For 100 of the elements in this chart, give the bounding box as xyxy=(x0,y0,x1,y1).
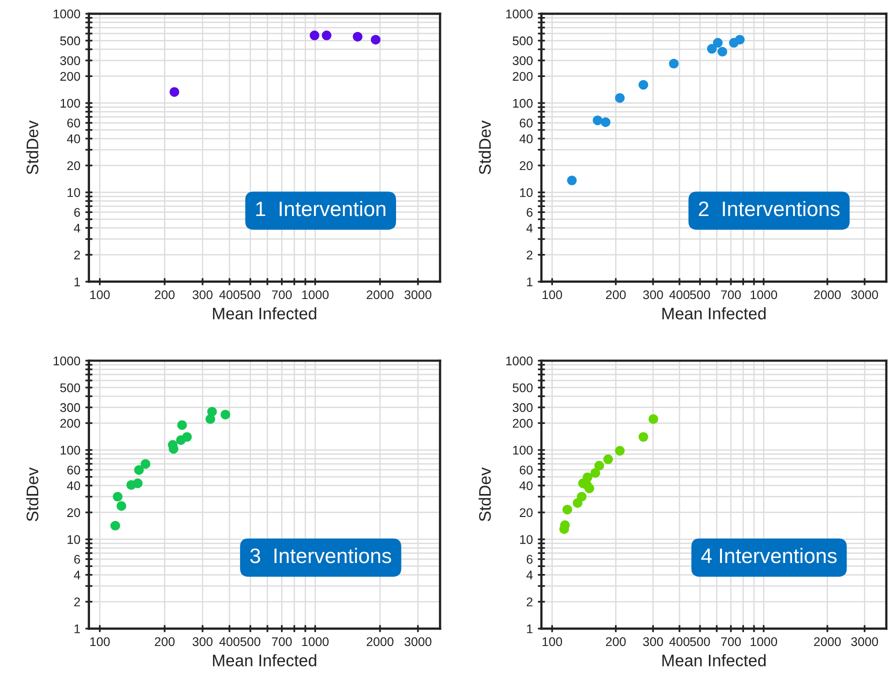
x-tick-label: 700 xyxy=(272,637,292,646)
y-tick-label: 1000 xyxy=(54,10,80,18)
x-tick-label: 500 xyxy=(240,637,260,646)
x-tick-label: 2000 xyxy=(814,637,841,646)
y-tick-label: 1 xyxy=(527,624,532,634)
y-tick-label: 100 xyxy=(60,446,80,455)
y-tick-label: 40 xyxy=(66,134,80,144)
y-tick-label: 60 xyxy=(67,466,80,474)
y-axis-title: StdDev xyxy=(478,120,491,174)
y-tick-label: 500 xyxy=(512,36,533,46)
x-tick-label: 200 xyxy=(154,637,175,646)
y-tick-label: 60 xyxy=(67,118,80,128)
y-tick-label: 10 xyxy=(68,188,80,198)
y-tick-label: 6 xyxy=(526,554,533,564)
y-tick-label: 10 xyxy=(520,535,533,544)
annotation: 2 Interventions xyxy=(698,200,840,216)
x-tick-label: 400 xyxy=(219,290,240,300)
y-tick-label: 300 xyxy=(60,56,80,66)
y-tick-label: 200 xyxy=(60,72,80,81)
x-tick-label: 2000 xyxy=(366,290,394,300)
y-tick-label: 20 xyxy=(520,161,533,170)
y-tick-label: 1000 xyxy=(506,356,533,366)
x-tick-label: 500 xyxy=(690,637,710,646)
y-tick-label: 20 xyxy=(520,508,533,518)
annotation: 4 Interventions xyxy=(701,548,837,564)
x-axis-title: Mean Infected xyxy=(213,307,316,320)
x-tick-label: 100 xyxy=(542,290,562,300)
y-tick-label: 6 xyxy=(74,554,80,564)
y-tick-label: 1000 xyxy=(54,356,80,366)
x-tick-label: 100 xyxy=(542,637,562,646)
x-tick-label: 100 xyxy=(90,290,110,300)
y-tick-label: 2 xyxy=(526,250,532,260)
x-tick-label: 3000 xyxy=(404,637,432,646)
x-tick-label: 1000 xyxy=(750,637,778,646)
x-tick-label: 200 xyxy=(606,290,626,300)
y-axis-title: StdDev xyxy=(26,467,38,522)
x-axis-title: Mean Infected xyxy=(662,307,766,320)
y-tick-label: 300 xyxy=(512,403,533,412)
x-tick-label: 300 xyxy=(643,637,663,646)
annotation: 1 Intervention xyxy=(256,200,386,216)
y-tick-label: 2 xyxy=(74,598,80,606)
y-axis-title: StdDev xyxy=(478,467,491,522)
x-tick-label: 400 xyxy=(669,637,690,646)
x-axis-title: Mean Infected xyxy=(213,654,316,666)
y-tick-label: 300 xyxy=(512,56,533,66)
x-tick-label: 700 xyxy=(721,637,741,646)
y-tick-label: 4 xyxy=(74,224,80,232)
x-tick-label: 3000 xyxy=(851,637,878,646)
y-tick-label: 100 xyxy=(513,98,533,108)
x-tick-label: 1000 xyxy=(302,637,329,646)
x-tick-label: 200 xyxy=(606,637,626,646)
y-tick-label: 60 xyxy=(520,466,533,474)
x-tick-label: 2000 xyxy=(366,637,394,646)
y-tick-label: 200 xyxy=(512,418,533,428)
x-tick-label: 300 xyxy=(192,290,213,300)
x-tick-label: 1000 xyxy=(750,290,778,300)
y-tick-label: 500 xyxy=(512,383,533,392)
y-tick-label: 6 xyxy=(526,208,533,217)
y-tick-label: 40 xyxy=(66,481,80,490)
y-tick-label: 4 xyxy=(526,224,533,232)
y-tick-label: 10 xyxy=(520,188,533,198)
y-tick-label: 4 xyxy=(526,570,533,580)
y-tick-label: 100 xyxy=(60,98,80,108)
y-tick-label: 2 xyxy=(74,250,80,260)
y-tick-label: 500 xyxy=(60,383,80,392)
y-tick-label: 300 xyxy=(60,403,80,412)
annotation: 3 Interventions xyxy=(250,548,392,564)
y-tick-label: 1000 xyxy=(506,10,533,18)
y-tick-label: 20 xyxy=(67,508,80,518)
x-tick-label: 3000 xyxy=(404,290,432,300)
y-axis-title: StdDev xyxy=(26,120,38,174)
x-tick-label: 500 xyxy=(240,290,260,300)
x-tick-label: 100 xyxy=(90,637,110,646)
x-tick-label: 400 xyxy=(669,290,690,300)
y-tick-label: 60 xyxy=(520,118,533,128)
x-tick-label: 700 xyxy=(272,290,292,300)
y-tick-label: 6 xyxy=(74,208,80,217)
y-tick-label: 4 xyxy=(74,570,80,580)
y-tick-label: 100 xyxy=(513,446,533,455)
y-tick-label: 40 xyxy=(519,134,533,144)
y-tick-label: 20 xyxy=(67,161,80,170)
x-tick-label: 300 xyxy=(643,290,663,300)
y-tick-label: 500 xyxy=(60,36,80,46)
x-tick-label: 3000 xyxy=(851,290,878,300)
x-tick-label: 700 xyxy=(721,290,741,300)
x-tick-label: 300 xyxy=(192,637,213,646)
x-tick-label: 200 xyxy=(154,290,175,300)
y-tick-label: 200 xyxy=(512,72,533,81)
x-axis-title: Mean Infected xyxy=(662,654,766,666)
x-tick-label: 400 xyxy=(219,637,240,646)
y-tick-label: 40 xyxy=(519,481,533,490)
y-tick-label: 1 xyxy=(527,278,532,286)
y-tick-label: 200 xyxy=(60,418,80,428)
y-tick-label: 1 xyxy=(74,624,80,634)
x-tick-label: 500 xyxy=(690,290,710,300)
x-tick-label: 1000 xyxy=(302,290,329,300)
y-tick-label: 2 xyxy=(526,598,532,606)
y-tick-label: 10 xyxy=(68,535,80,544)
y-tick-label: 1 xyxy=(74,278,80,286)
x-tick-label: 2000 xyxy=(814,290,841,300)
